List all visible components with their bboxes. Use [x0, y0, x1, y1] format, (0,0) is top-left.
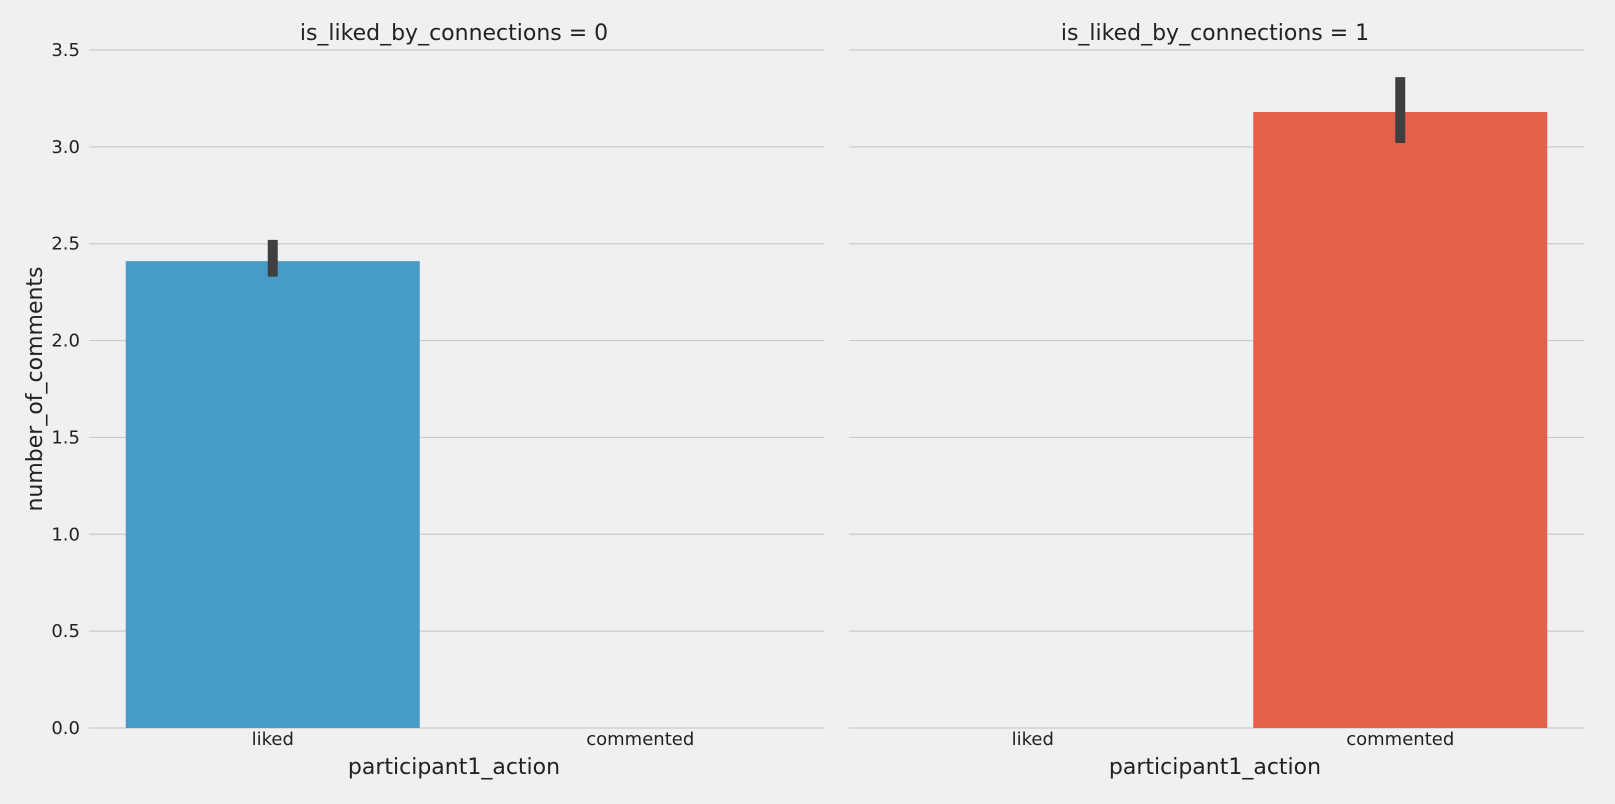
- y-tick-label: 2.0: [51, 331, 80, 352]
- x-tick-label-commented: commented: [586, 729, 694, 750]
- y-axis-label: number_of_comments: [23, 266, 48, 511]
- facet-0-x-tick-labels: liked commented: [252, 729, 695, 750]
- y-tick-label: 2.5: [51, 234, 80, 255]
- facet-0-x-axis-label: participant1_action: [348, 755, 560, 780]
- facet-1-x-tick-labels: liked commented: [1012, 729, 1455, 750]
- y-tick-label: 1.5: [51, 427, 80, 448]
- y-tick-labels: 0.0 0.5 1.0 1.5 2.0 2.5 3.0 3.5: [51, 40, 80, 739]
- facet-panel-0: is_liked_by_connections = 0 liked comment…: [89, 21, 824, 780]
- facet-1-x-axis-label: participant1_action: [1109, 755, 1321, 780]
- facet-0-bars: [125, 239, 420, 728]
- facet-panel-1: is_liked_by_connections = 1 liked comment…: [849, 21, 1584, 780]
- y-tick-label: 3.0: [51, 137, 80, 158]
- x-tick-label-commented: commented: [1346, 729, 1454, 750]
- y-tick-label: 0.5: [51, 621, 80, 642]
- bar-commented: [1253, 111, 1548, 728]
- y-tick-label: 3.5: [51, 40, 80, 61]
- x-tick-label-liked: liked: [252, 729, 294, 750]
- bar-liked: [125, 261, 420, 728]
- x-tick-label-liked: liked: [1012, 729, 1054, 750]
- y-tick-label: 0.0: [51, 718, 80, 739]
- facet-1-bars: [1253, 77, 1548, 728]
- facet-0-title: is_liked_by_connections = 0: [300, 21, 608, 46]
- facet-1-title: is_liked_by_connections = 1: [1061, 21, 1369, 46]
- y-tick-label: 1.0: [51, 524, 80, 545]
